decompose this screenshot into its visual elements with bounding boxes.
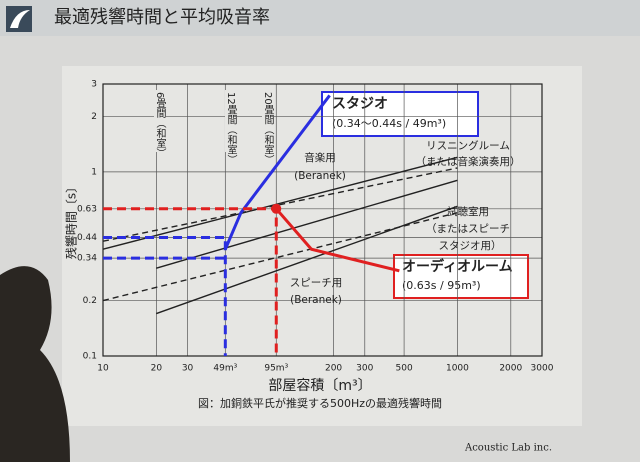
- annotation-background: [154, 90, 166, 152]
- callout-box: [393, 254, 529, 299]
- x-tick-label: 1000: [446, 364, 469, 374]
- footer: Acoustic Lab inc.: [464, 443, 552, 454]
- annotation-background: [262, 90, 274, 152]
- x-tick-label: 49m³: [213, 364, 237, 374]
- annotation: 音楽用: [304, 151, 336, 164]
- annotation: 6畳間（和室）: [154, 92, 166, 158]
- data-line: [102, 167, 458, 242]
- plot-frame: [102, 83, 543, 357]
- y-tick-label: 2: [91, 112, 97, 122]
- annotation: スピーチ用: [290, 277, 343, 289]
- y-tick-label: 0.1: [83, 352, 97, 362]
- presenter: [0, 266, 70, 462]
- y-axis-title: 残響時間〔s〕: [64, 181, 79, 259]
- x-tick-label: 20: [151, 364, 163, 374]
- x-tick-label: 500: [396, 364, 413, 374]
- y-tick-label: 1: [91, 167, 97, 177]
- y-tick-label: 0.63: [77, 204, 97, 214]
- y-tick-label: 3: [91, 80, 97, 90]
- callout-detail: (0.34〜0.44s / 49m³): [332, 117, 446, 130]
- x-tick-label: 2000: [499, 364, 522, 374]
- y-tick-label: 0.34: [77, 254, 97, 264]
- annotation-background: [225, 90, 237, 152]
- x-tick-label: 10: [97, 364, 109, 374]
- annotation: （またはスピーチ: [426, 223, 510, 235]
- data-line: [102, 156, 458, 250]
- data-line: [103, 236, 227, 356]
- callout-title: スタジオ: [332, 96, 388, 112]
- callout-detail: (0.63s / 95m³): [402, 279, 481, 292]
- data-line: [156, 205, 458, 315]
- annotation: 20畳間（和室）: [262, 92, 274, 165]
- data-line: [156, 179, 458, 269]
- annotation: (Beranek): [294, 170, 346, 182]
- callout-box: [321, 91, 479, 137]
- data-line: [102, 212, 458, 302]
- x-tick-label: 3000: [531, 364, 554, 374]
- annotation: リスニングルーム: [426, 139, 510, 152]
- title-bar: [0, 0, 640, 36]
- logo-mark: [10, 10, 30, 28]
- x-tick-label: 300: [356, 364, 373, 374]
- annotation: 12畳間（和室）: [225, 92, 237, 165]
- x-tick-label: 30: [182, 364, 194, 374]
- slide-title: 最適残響時間と平均吸音率: [54, 7, 270, 28]
- annotation: スタジオ用）: [439, 240, 502, 252]
- annotation: （または音楽演奏用）: [416, 155, 521, 168]
- y-tick-label: 0.2: [83, 296, 97, 306]
- caption: 図：加銅鉄平氏が推奨する500Hzの最適残響時間: [198, 396, 442, 410]
- annotation: 試聴室用: [447, 205, 489, 218]
- x-axis-title: 部屋容積〔m³〕: [268, 377, 371, 394]
- data-line: [275, 207, 400, 273]
- annotation: (Beranek): [290, 294, 342, 306]
- data-line: [223, 94, 331, 250]
- y-tick-label: 0.44: [77, 233, 97, 243]
- x-tick-label: 200: [325, 364, 342, 374]
- x-tick-label: 95m³: [264, 364, 288, 374]
